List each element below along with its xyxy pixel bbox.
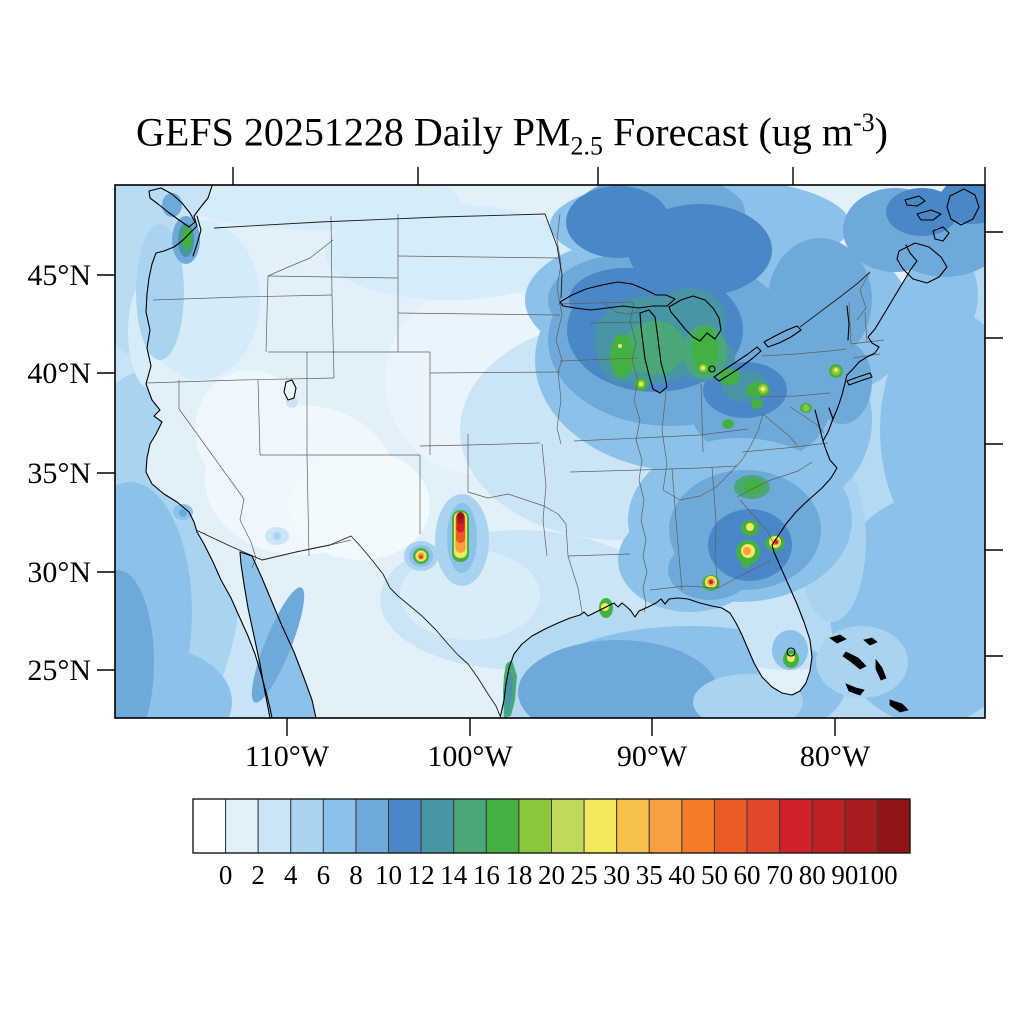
colorbar-cell (876, 798, 911, 854)
colorbar-cell (681, 798, 715, 854)
colorbar-cell (485, 798, 520, 854)
colorbar-tick-label: 2 (251, 860, 265, 890)
y-axis-tick-label: 35°N (27, 457, 91, 490)
colorbar-tick-label: 90 (831, 860, 858, 890)
colorbar-tick-label: 100 (857, 860, 898, 890)
national-borders (195, 213, 871, 717)
pm-field-texas-plume (404, 494, 489, 586)
colorbar-tick-label: 40 (668, 860, 695, 890)
colorbar-tick-label: 10 (375, 860, 402, 890)
colorbar-cell (225, 798, 259, 854)
colorbar-tick-label: 50 (701, 860, 728, 890)
x-axis-tick-label: 110°W (245, 740, 330, 773)
colorbar-cell (779, 798, 813, 854)
colorbar-cell (844, 798, 878, 854)
colorbar-cell (322, 798, 357, 854)
axis-layer: 110°W 100°W 90°W 80°W 45°N 40°N 35°N 30°N 25°N (27, 167, 1003, 773)
colorbar-tick-label: 35 (636, 860, 663, 890)
colorbar-tick-label: 12 (408, 860, 435, 890)
map-content (115, 185, 985, 718)
coastlines (145, 185, 980, 718)
bahamas-islands (829, 634, 909, 713)
colorbar-cell (257, 798, 292, 854)
colorbar-tick-label: 6 (317, 860, 331, 890)
colorbar-tick-label: 60 (734, 860, 761, 890)
colorbar-cell (811, 798, 846, 854)
colorbar-tick-label: 30 (603, 860, 630, 890)
title-text: GEFS 20251228 Daily PM (136, 109, 571, 155)
y-axis-tick-label: 40°N (27, 357, 91, 390)
colorbar-tick-label: 20 (538, 860, 565, 890)
colorbar-outline (192, 798, 911, 854)
colorbar-cell (551, 798, 585, 854)
title-text-3: ) (874, 109, 888, 155)
pm-field-spots (136, 193, 808, 670)
y-axis-tick-label: 25°N (27, 654, 91, 687)
pm-field-southeast (618, 438, 852, 612)
colorbar-tick-label: 25 (571, 860, 598, 890)
colorbar-tick-label: 8 (349, 860, 363, 890)
y-axis-tick-label: 30°N (27, 556, 91, 589)
colorbar-tick-label: 16 (473, 860, 500, 890)
colorbar-tick-label: 80 (799, 860, 826, 890)
colorbar-tick-label: 70 (766, 860, 793, 890)
colorbar-cell (746, 798, 781, 854)
gulf-of-california (240, 552, 316, 718)
x-axis-tick-label: 90°W (617, 740, 688, 773)
x-axis-tick-label: 80°W (800, 740, 871, 773)
colorbar-cell (420, 798, 455, 854)
y-axis-tick-label: 45°N (27, 259, 91, 292)
colorbar-tick-label: 18 (505, 860, 532, 890)
map-frame (114, 184, 986, 719)
title-superscript: -3 (852, 108, 875, 137)
colorbar-cell (648, 798, 683, 854)
colorbar-cell (192, 798, 227, 854)
title-text-2: Forecast (ug m (603, 109, 853, 155)
colorbar-cell (518, 798, 553, 854)
colorbar-cell (583, 798, 618, 854)
great-lakes (559, 281, 850, 657)
x-axis-tick-label: 100°W (427, 740, 513, 773)
colorbar-cell (616, 798, 650, 854)
figure-title: GEFS 20251228 Daily PM2.5 Forecast (ug m… (0, 108, 1024, 161)
colorbar-cell (713, 798, 748, 854)
colorbar-tick-label: 4 (284, 860, 298, 890)
colorbar-tick-label: 0 (219, 860, 233, 890)
colorbar-tick-label: 14 (440, 860, 468, 890)
colorbar-cell (355, 798, 390, 854)
colorbar-cell (388, 798, 422, 854)
colorbar-cell (453, 798, 487, 854)
pm-field-midwest (525, 185, 958, 512)
colorbar-cell (290, 798, 324, 854)
title-subscript: 2.5 (570, 131, 604, 161)
